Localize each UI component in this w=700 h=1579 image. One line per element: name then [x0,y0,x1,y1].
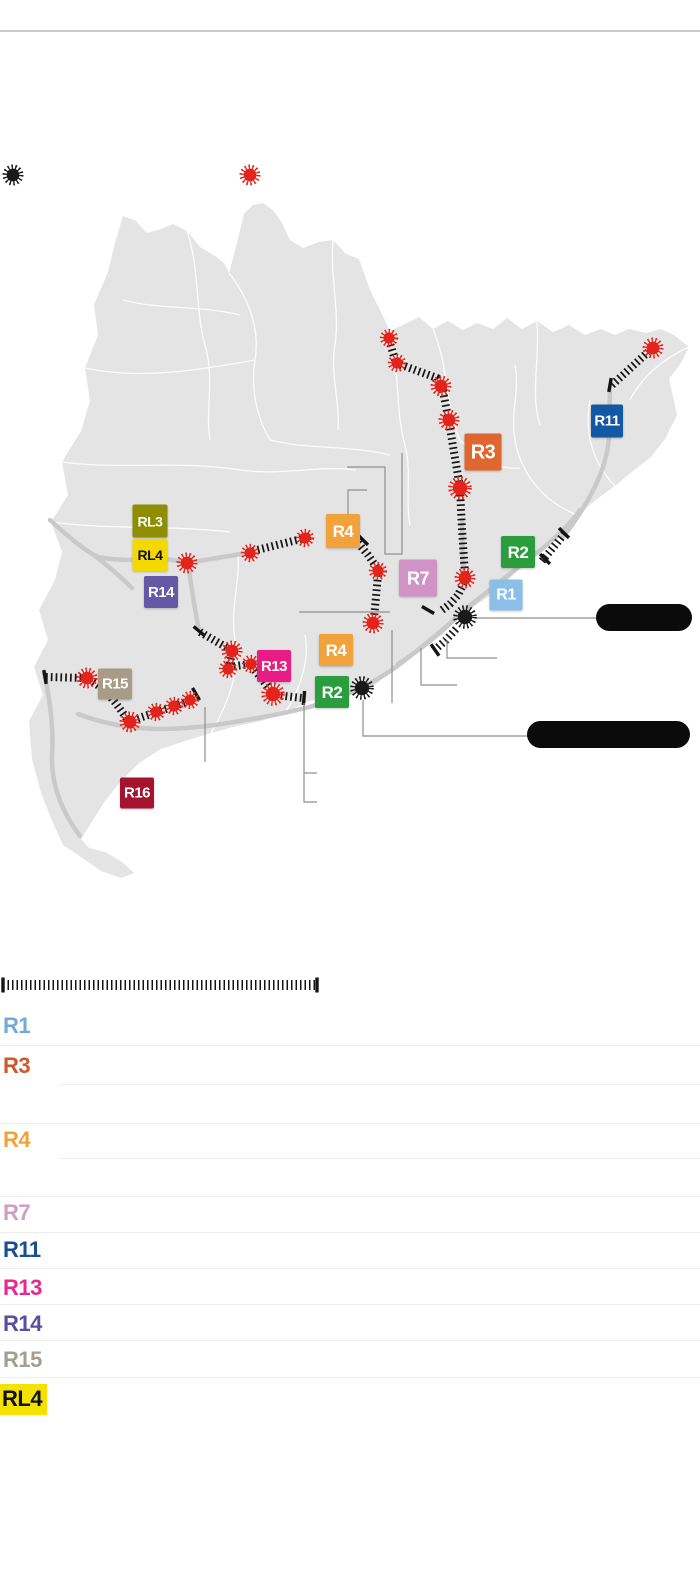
disrupted-segment [131,693,198,724]
route-list-item-r13: R13 [3,1275,42,1300]
segment-end-ticks [42,377,613,706]
route-badge-r4: R4 [326,514,360,548]
leader-line [347,453,403,555]
incident-dot [240,543,260,563]
route-list-item-r11: R11 [3,1237,41,1262]
route-badge-r11: R11 [591,404,623,438]
route-badge-r1: R1 [489,579,523,611]
incident-dot [438,409,460,431]
incident-dot [448,476,472,500]
route-list-separator [0,1196,700,1197]
route-badge-r7: R7 [399,559,437,597]
redacted-label-pill [596,604,692,631]
incident-dot [164,696,184,716]
disrupted-segment [354,540,381,571]
disrupted-segment [439,581,468,614]
leader-line [303,703,317,774]
incident-dot [362,612,384,634]
route-list-separator [0,1340,700,1341]
route-list-separator [0,1232,700,1233]
incident-dot [146,702,166,722]
top-divider [0,30,700,32]
segment-end-tick [557,526,571,540]
route-list-item-r7: R7 [3,1200,31,1225]
disrupted-segment [538,529,570,564]
leader-line [420,648,457,686]
disrupted-segment [223,652,275,694]
route-list-separator [0,1304,700,1305]
incident-dot [642,337,664,359]
route-list-item-r14: R14 [3,1311,42,1336]
incident-dot [180,690,200,710]
route-badge-r2: R2 [315,676,349,708]
segment-end-tick [192,625,206,637]
segment-end-tick [607,377,613,393]
segment-end-tick [42,669,48,685]
route-badge-rl4: RL4 [132,539,168,571]
closed-station-dot [350,676,374,700]
key-affected-station-dot [239,164,261,186]
incident-dot [295,528,315,548]
route-badge-r15: R15 [98,668,132,700]
route-badge-rl3: RL3 [132,504,168,538]
incident-dot [176,552,198,574]
route-list-item-r3: R3 [3,1053,31,1078]
route-list-separator [60,1158,700,1159]
route-badge-r16: R16 [120,777,154,809]
segment-end-tick [421,605,435,615]
disrupted-segment [434,626,459,651]
route-badge-r14: R14 [144,576,178,608]
route-list-separator [0,1045,700,1046]
leader-line [347,489,367,514]
incident-dot [119,711,141,733]
route-badge-r3: R3 [464,433,502,471]
segment-end-tick [301,690,307,706]
route-badge-r4: R4 [319,634,353,666]
catalonia-map [1,164,690,993]
route-list-item-r15: R15 [3,1347,42,1372]
disrupted-segment [385,338,469,575]
route-list-item-rl4: RL4 [0,1384,48,1416]
legend-sample-line [1,977,319,993]
station-incident-dots [2,164,664,733]
leader-line [446,640,497,659]
redacted-label-pill [527,721,690,748]
route-list-item-r4: R4 [3,1127,31,1152]
leader-line [303,773,317,803]
incident-dot [218,659,238,679]
route-list-separator [0,1377,700,1378]
segment-end-tick [429,643,441,657]
incident-dot [430,375,452,397]
closed-station-dot [453,605,477,629]
railway-routes [41,385,613,839]
incident-dot [379,328,399,348]
route-list-separator [0,1268,700,1269]
route-list-separator [60,1084,700,1085]
route-list-separator [0,1123,700,1124]
route-list-item-r1: R1 [3,1013,31,1038]
incident-dot [454,567,476,589]
incident-dot [387,353,407,373]
incident-dot [368,561,388,581]
incident-dot [76,667,98,689]
key-closed-station-dot [2,164,24,186]
incident-dot [221,640,243,662]
callout-leader-lines [204,453,597,803]
disrupted-segment [609,349,651,388]
leader-line [362,700,528,737]
route-badge-r2: R2 [501,536,535,568]
segment-end-tick [538,552,552,566]
incident-dot [261,682,285,706]
segment-end-tick [191,687,201,701]
route-badge-r13: R13 [257,650,291,682]
